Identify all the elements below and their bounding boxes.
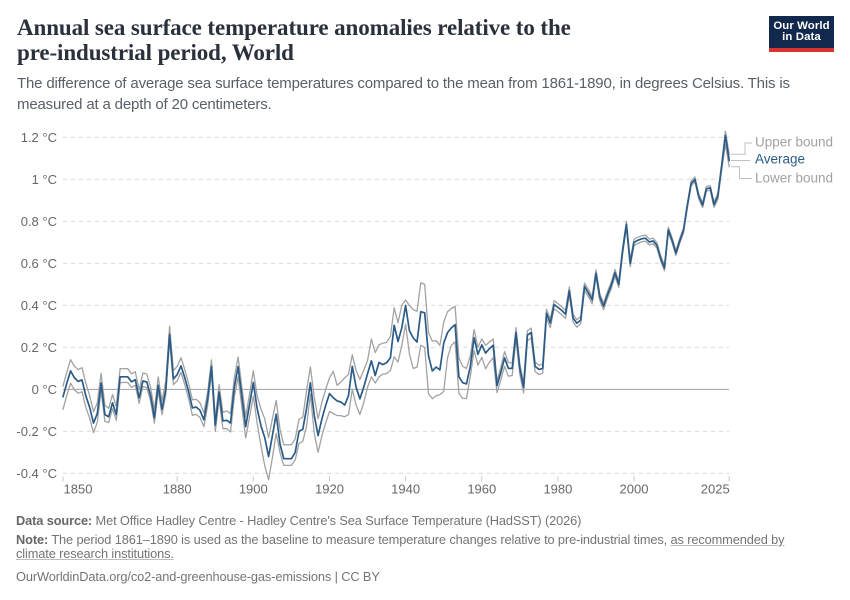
svg-text:1880: 1880 — [163, 482, 192, 497]
svg-text:-0.2 °C: -0.2 °C — [16, 424, 57, 439]
svg-text:1 °C: 1 °C — [32, 172, 57, 187]
svg-text:1920: 1920 — [315, 482, 344, 497]
svg-text:1980: 1980 — [543, 482, 572, 497]
svg-text:1940: 1940 — [391, 482, 420, 497]
svg-text:Lower bound: Lower bound — [755, 171, 833, 186]
svg-text:0.4 °C: 0.4 °C — [21, 298, 57, 313]
svg-text:2025: 2025 — [701, 482, 730, 497]
svg-text:1850: 1850 — [64, 482, 93, 497]
svg-text:0.6 °C: 0.6 °C — [21, 256, 57, 271]
svg-text:1960: 1960 — [467, 482, 496, 497]
svg-text:Upper bound: Upper bound — [755, 134, 833, 149]
svg-text:0.8 °C: 0.8 °C — [21, 214, 57, 229]
svg-text:-0.4 °C: -0.4 °C — [16, 466, 57, 481]
svg-text:2000: 2000 — [620, 482, 649, 497]
svg-text:Average: Average — [755, 152, 805, 167]
svg-text:0 °C: 0 °C — [32, 382, 57, 397]
svg-text:0.2 °C: 0.2 °C — [21, 340, 57, 355]
svg-text:1.2 °C: 1.2 °C — [21, 130, 57, 145]
svg-text:1900: 1900 — [239, 482, 268, 497]
